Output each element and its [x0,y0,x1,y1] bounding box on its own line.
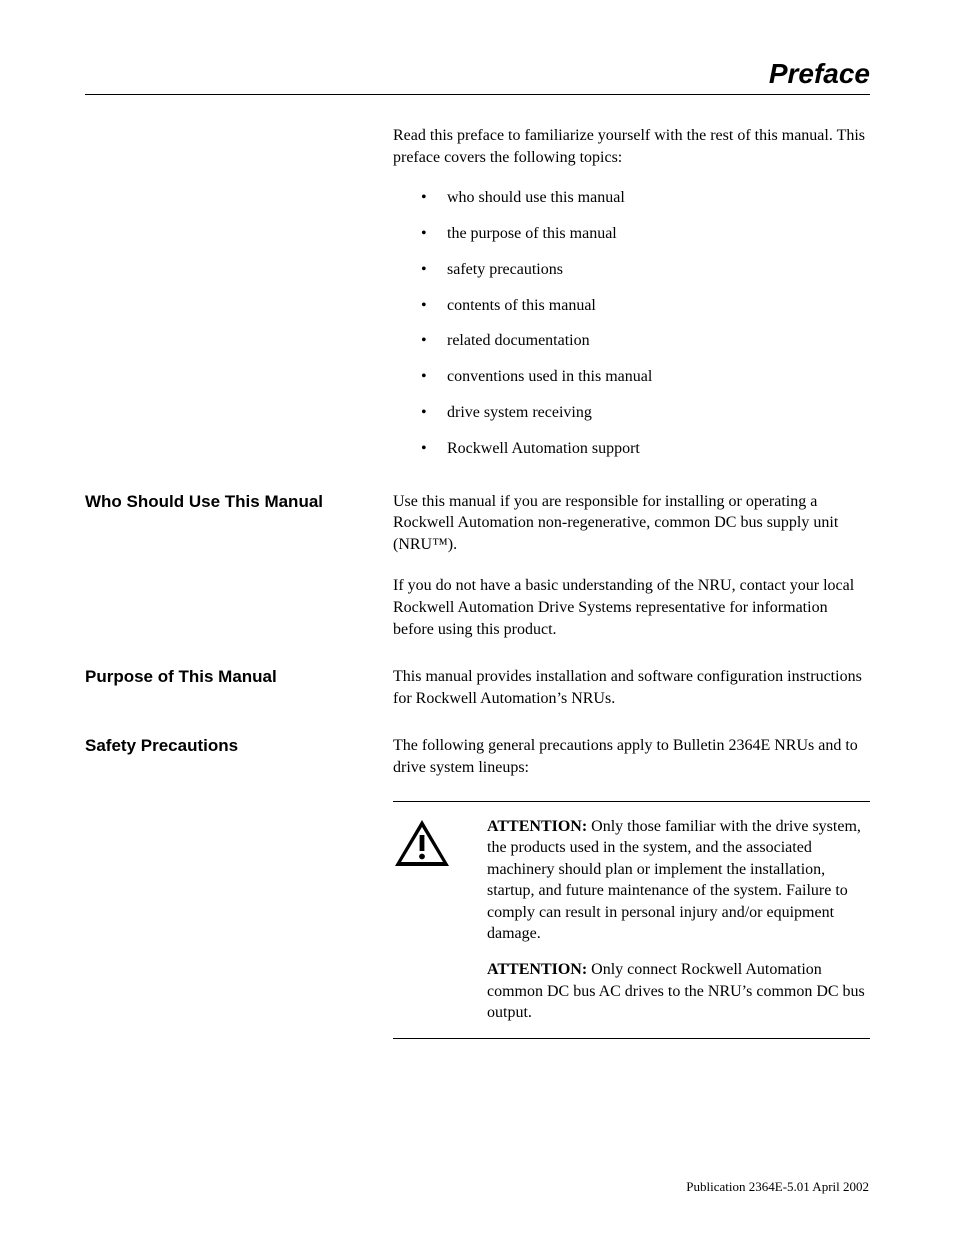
publication-info: Publication 2364E-5.01 April 2002 [686,1179,869,1195]
section-heading: Safety Precautions [85,735,373,757]
intro-right: Read this preface to familiarize yoursel… [393,125,870,475]
list-item: conventions used in this manual [421,367,870,388]
body-paragraph: Use this manual if you are responsible f… [393,491,870,556]
attention-text: ATTENTION: Only those familiar with the … [463,816,870,1024]
body-paragraph: This manual provides installation and so… [393,666,870,709]
body-paragraph: If you do not have a basic understanding… [393,575,870,640]
chapter-title: Preface [85,58,870,95]
attention-paragraph: ATTENTION: Only those familiar with the … [487,816,870,946]
section-heading-col: Safety Precautions [85,735,393,1039]
section-heading: Who Should Use This Manual [85,491,373,513]
intro-paragraph: Read this preface to familiarize yoursel… [393,125,870,168]
list-item: who should use this manual [421,188,870,209]
section-heading: Purpose of This Manual [85,666,373,688]
attention-callout: ATTENTION: Only those familiar with the … [393,801,870,1039]
section-purpose: Purpose of This Manual This manual provi… [85,666,870,709]
section-who: Who Should Use This Manual Use this manu… [85,491,870,641]
list-item: contents of this manual [421,296,870,317]
list-item: related documentation [421,331,870,352]
list-item: Rockwell Automation support [421,439,870,460]
section-heading-col: Who Should Use This Manual [85,491,393,641]
section-body-col: The following general precautions apply … [393,735,870,1039]
body-paragraph: The following general precautions apply … [393,735,870,778]
intro-left-spacer [85,125,393,475]
section-body-col: This manual provides installation and so… [393,666,870,709]
attention-label: ATTENTION: [487,961,587,978]
attention-paragraph: ATTENTION: Only connect Rockwell Automat… [487,959,870,1024]
attention-icon [393,816,463,1024]
section-heading-col: Purpose of This Manual [85,666,393,709]
attention-body: Only those familiar with the drive syste… [487,818,861,943]
list-item: drive system receiving [421,403,870,424]
list-item: the purpose of this manual [421,224,870,245]
topic-list: who should use this manual the purpose o… [421,188,870,459]
section-body-col: Use this manual if you are responsible f… [393,491,870,641]
page-content: Preface Read this preface to familiarize… [85,58,870,1039]
section-safety: Safety Precautions The following general… [85,735,870,1039]
attention-label: ATTENTION: [487,818,587,835]
intro-row: Read this preface to familiarize yoursel… [85,125,870,475]
list-item: safety precautions [421,260,870,281]
